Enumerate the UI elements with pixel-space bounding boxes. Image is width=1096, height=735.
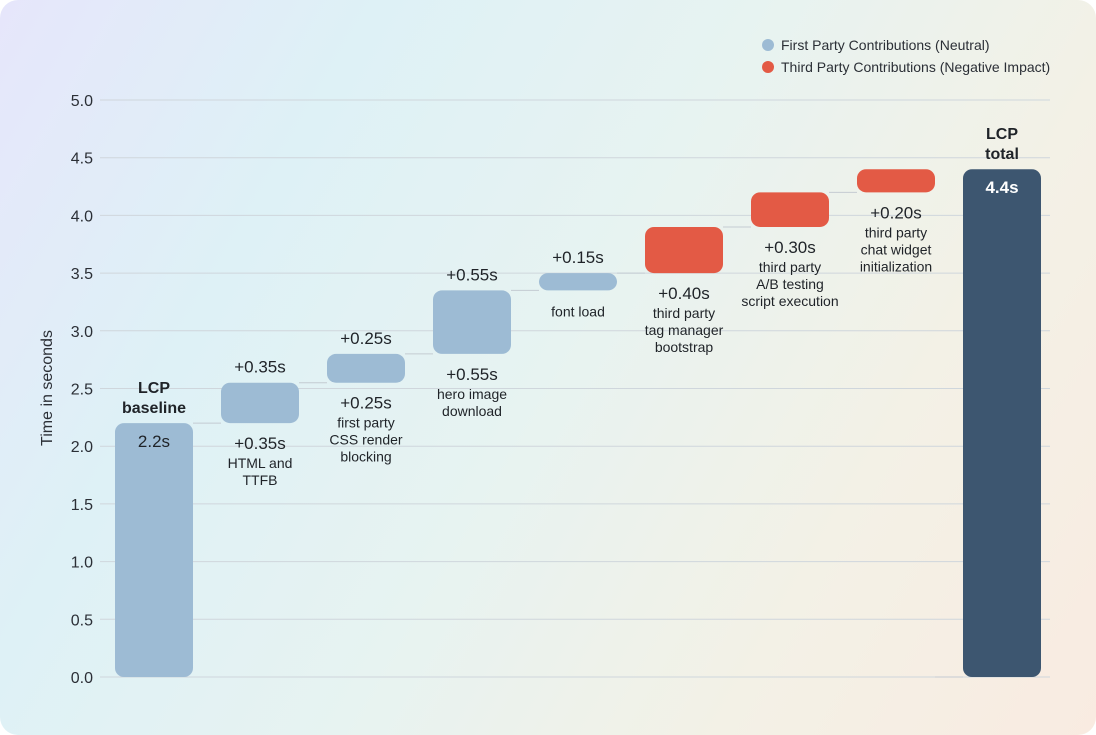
bar-description: first party xyxy=(337,415,395,431)
bar-first_party xyxy=(539,273,617,291)
bar-description: third party xyxy=(759,259,821,275)
y-tick-label: 5.0 xyxy=(71,93,93,110)
bar-top-label: +0.25s xyxy=(340,329,392,348)
bar-top-label: +0.15s xyxy=(552,248,604,267)
bar-top-label: LCP xyxy=(986,126,1018,143)
bar-base xyxy=(115,423,193,677)
bar-value-label: +0.25s xyxy=(340,394,392,413)
y-tick-label: 3.5 xyxy=(71,266,93,283)
bar-value-label: +0.20s xyxy=(870,203,922,222)
legend-item-third-party: Third Party Contributions (Negative Impa… xyxy=(762,56,1050,78)
bar-description: download xyxy=(442,403,502,419)
bar-value-label: +0.40s xyxy=(658,284,710,303)
bar-value-label: 2.2s xyxy=(138,432,170,451)
bar-value-label: +0.30s xyxy=(764,238,816,257)
bar-top-label: total xyxy=(985,146,1019,163)
y-tick-label: 1.5 xyxy=(71,497,93,514)
bar-top-label: +0.35s xyxy=(234,358,286,377)
y-tick-label: 0.5 xyxy=(71,612,93,629)
bar-top-label: LCP xyxy=(138,380,170,397)
bar-description: font load xyxy=(551,303,605,319)
legend-swatch-first-party xyxy=(762,39,774,51)
bar-third_party xyxy=(645,226,723,274)
legend-item-first-party: First Party Contributions (Neutral) xyxy=(762,34,1050,56)
y-axis-label: Time in seconds xyxy=(39,330,56,446)
y-tick-label: 2.5 xyxy=(71,382,93,399)
bar-description: tag manager xyxy=(645,322,724,338)
bar-description: third party xyxy=(865,224,927,240)
bar-description: blocking xyxy=(340,449,391,465)
bar-total xyxy=(963,169,1041,678)
bar-value-label: +0.35s xyxy=(234,434,286,453)
y-tick-label: 3.0 xyxy=(71,324,93,341)
legend-swatch-third-party xyxy=(762,61,774,73)
bar-value-label: +0.55s xyxy=(446,365,498,384)
bar-description: script execution xyxy=(741,293,838,309)
bar-top-label: +0.55s xyxy=(446,265,498,284)
bar-description: bootstrap xyxy=(655,339,714,355)
bar-third_party xyxy=(857,169,935,193)
legend-label: First Party Contributions (Neutral) xyxy=(781,37,990,53)
legend: First Party Contributions (Neutral) Thir… xyxy=(762,34,1050,78)
y-tick-label: 0.0 xyxy=(71,670,93,687)
y-tick-label: 1.0 xyxy=(71,555,93,572)
bar-first_party xyxy=(327,353,405,383)
bar-description: A/B testing xyxy=(756,276,824,292)
bar-description: CSS render xyxy=(329,432,402,448)
bar-description: TTFB xyxy=(243,472,278,488)
legend-label: Third Party Contributions (Negative Impa… xyxy=(781,59,1051,75)
bar-top-label: baseline xyxy=(122,400,186,417)
bar-third_party xyxy=(751,192,829,227)
bar-first_party xyxy=(221,382,299,424)
bar-description: hero image xyxy=(437,386,507,402)
bar-value-label: 4.4s xyxy=(985,178,1018,197)
y-tick-label: 4.0 xyxy=(71,208,93,225)
bar-description: initialization xyxy=(860,258,932,274)
y-tick-label: 2.0 xyxy=(71,439,93,456)
bar-description: third party xyxy=(653,305,715,321)
bar-first_party xyxy=(433,290,511,354)
bar-description: chat widget xyxy=(861,241,932,257)
bar-description: HTML and xyxy=(228,455,293,471)
y-tick-label: 4.5 xyxy=(71,151,93,168)
